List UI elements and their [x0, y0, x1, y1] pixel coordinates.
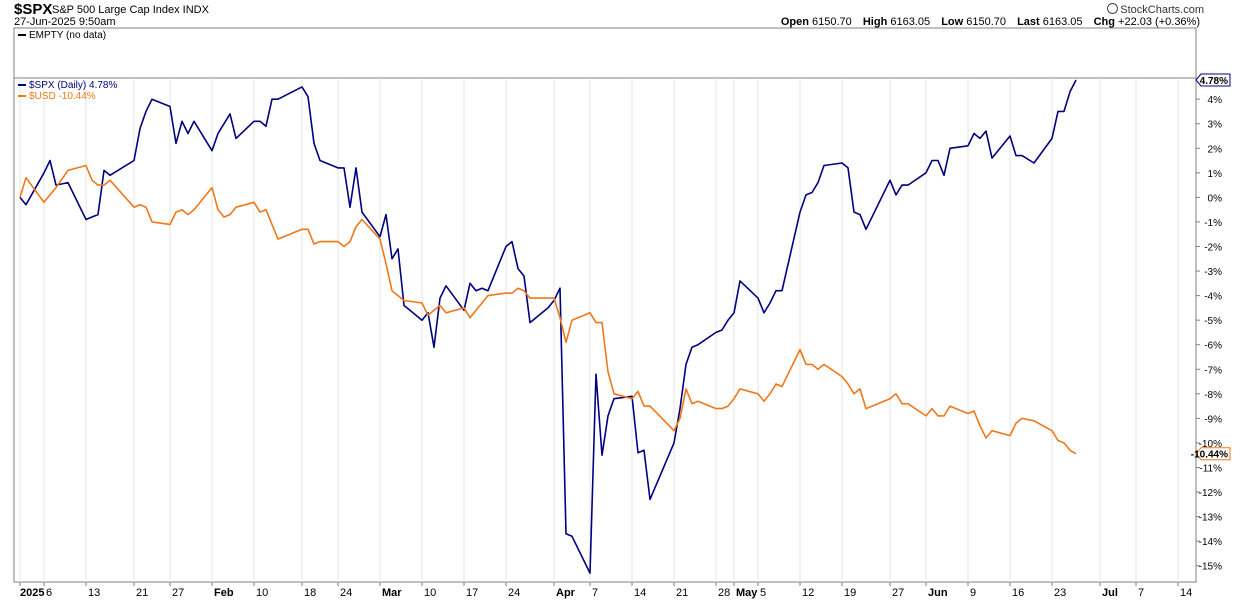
last-label-box: [1195, 447, 1231, 461]
legend-swatch-spx: [18, 84, 26, 87]
y-tick-label: -14%: [1199, 537, 1222, 548]
x-tick-label: 6: [46, 587, 52, 599]
y-axis: 4% 3% 2% 1% 0% -1% -2% -3% -4% -5% -6% -7% -8% -9% -10…: [1196, 95, 1222, 573]
x-tick-label: 14: [634, 587, 646, 599]
y-tick-label: -12%: [1199, 488, 1222, 499]
last-label-usd: -10.44%: [1191, 447, 1231, 461]
legend-swatch-empty: [18, 34, 26, 37]
last-label: Last: [1017, 16, 1040, 28]
legend-usd: $USD -10.44%: [18, 91, 96, 102]
low-value: 6150.70: [966, 16, 1007, 28]
legend-label-usd: $USD -10.44%: [29, 91, 96, 102]
legend-spx: $SPX (Daily) 4.78%: [18, 80, 117, 91]
x-tick-label: 24: [340, 587, 352, 599]
y-tick-label: -11%: [1199, 463, 1222, 474]
y-tick-label: -10%: [1199, 439, 1222, 450]
last-label-text: 4.78%: [1200, 76, 1228, 87]
y-tick-label: -13%: [1199, 513, 1222, 524]
last-label-text: -10.44%: [1191, 450, 1228, 461]
x-tick-label: 7: [592, 587, 598, 599]
grid-lines: [19, 78, 1179, 582]
brand-logo[interactable]: StockCharts.com: [1107, 3, 1204, 16]
series-line-usd: [19, 164, 1077, 455]
y-tick-label: 0%: [1208, 193, 1223, 204]
y-tick-label: 2%: [1208, 144, 1223, 155]
chart-frame: [13, 27, 1197, 583]
x-tick-label: Apr: [556, 587, 576, 599]
x-tick-label: 12: [802, 587, 814, 599]
x-tick-label: 24: [508, 587, 520, 599]
x-tick-label: 10: [256, 587, 268, 599]
last-label-spx: 4.78%: [1195, 73, 1231, 87]
x-tick-label: Feb: [214, 587, 234, 599]
x-tick-label: 21: [676, 587, 688, 599]
series-line-spx: [19, 79, 1077, 574]
x-tick-label: 14: [1180, 587, 1192, 599]
x-tick-label: 2025: [20, 587, 44, 599]
y-tick-label: 3%: [1208, 120, 1223, 131]
x-tick-label: 10: [424, 587, 436, 599]
chg-value: +22.03 (+0.36%): [1118, 16, 1200, 28]
chg-label: Chg: [1093, 16, 1115, 28]
plot-border: [13, 27, 1197, 583]
chart-description: S&P 500 Large Cap Index INDX: [52, 4, 209, 16]
y-tick-label: -4%: [1204, 292, 1222, 303]
x-tick-label: 13: [88, 587, 100, 599]
ohlc-readout: Open 6150.70 High 6163.05 Low 6150.70 La…: [781, 16, 1200, 28]
legend-label-spx: $SPX (Daily) 4.78%: [29, 80, 118, 91]
series-lines: [19, 79, 1077, 574]
high-value: 6163.05: [890, 16, 931, 28]
x-tick-label: Jul: [1102, 587, 1118, 599]
high-label: High: [862, 16, 888, 28]
x-tick-label: 28: [718, 587, 730, 599]
x-tick-label: 16: [1012, 587, 1024, 599]
x-tick-label: 23: [1054, 587, 1066, 599]
chart-timestamp: 27-Jun-2025 9:50am: [14, 16, 116, 28]
y-tick-label: -8%: [1204, 390, 1222, 401]
x-axis: 2025 6 13 21 27 Feb 10 18 24 Mar 10 17 24 Apr 7 14 21 28 M…: [19, 582, 1192, 599]
last-value-labels: 4.78% -10.44%: [1191, 73, 1231, 461]
brand-name: StockCharts.com: [1120, 4, 1204, 16]
legend-swatch-usd: [18, 95, 26, 98]
y-tick-label: 4%: [1208, 95, 1223, 106]
x-tick-label: 21: [136, 587, 148, 599]
y-tick-label: -7%: [1204, 365, 1222, 376]
x-tick-label: 27: [172, 587, 184, 599]
x-tick-label: 18: [304, 587, 316, 599]
y-tick-label: -9%: [1204, 414, 1222, 425]
last-label-box: [1195, 73, 1231, 87]
chart-symbol: $SPX: [14, 1, 53, 18]
x-tick-label: Jun: [928, 587, 948, 599]
y-tick-label: -5%: [1204, 316, 1222, 327]
y-tick-label: 1%: [1208, 169, 1223, 180]
x-tick-label: 5: [760, 587, 766, 599]
y-tick-label: -3%: [1204, 267, 1222, 278]
y-tick-label: -6%: [1204, 341, 1222, 352]
y-tick-label: -15%: [1199, 562, 1222, 573]
low-label: Low: [941, 16, 964, 28]
y-tick-label: -1%: [1204, 218, 1222, 229]
brand-icon: [1107, 3, 1119, 14]
x-tick-label: May: [736, 587, 758, 599]
open-value: 6150.70: [812, 16, 852, 28]
x-tick-label: Mar: [382, 587, 402, 599]
y-tick-label: -2%: [1204, 242, 1222, 253]
top-panel-legend: EMPTY (no data): [18, 30, 106, 41]
x-tick-label: 17: [466, 587, 478, 599]
x-tick-label: 27: [892, 587, 904, 599]
x-tick-label: 7: [1138, 587, 1144, 599]
last-value: 6163.05: [1042, 16, 1083, 28]
x-tick-label: 19: [844, 587, 856, 599]
top-panel-legend-label: EMPTY (no data): [29, 30, 107, 41]
open-label: Open: [780, 16, 809, 28]
x-tick-label: 9: [970, 587, 976, 599]
